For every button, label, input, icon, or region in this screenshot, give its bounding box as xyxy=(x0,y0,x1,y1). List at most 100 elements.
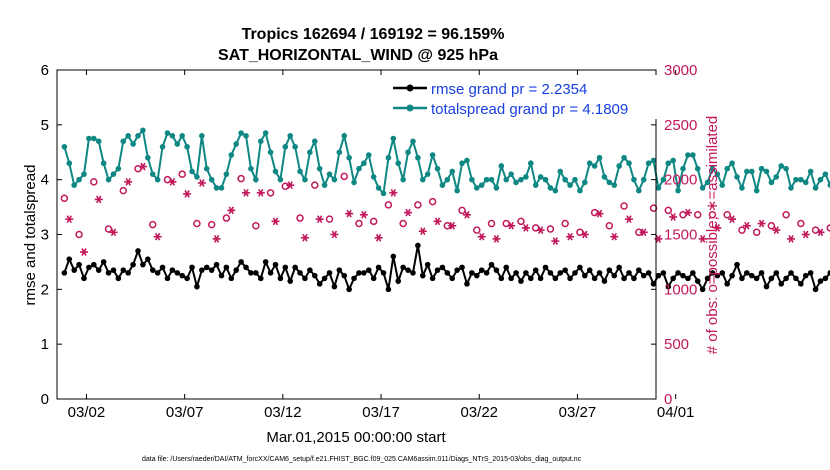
series-totalspread-point xyxy=(66,160,73,167)
series-totalspread-point xyxy=(616,163,622,169)
series-totalspread-point xyxy=(606,179,613,186)
series-rmse-point xyxy=(734,261,740,268)
series-rmse-point xyxy=(464,281,470,287)
obs-assimilated-marker xyxy=(728,215,737,224)
series-rmse-point xyxy=(748,272,755,279)
series-totalspread-point xyxy=(709,165,716,172)
series-totalspread-point xyxy=(194,174,200,180)
obs-assimilated-marker xyxy=(610,232,619,241)
series-rmse-point xyxy=(773,270,780,276)
series-rmse-point xyxy=(341,272,348,279)
series-rmse-point xyxy=(189,264,195,271)
series-rmse-point xyxy=(631,275,637,282)
asterisk-stroke xyxy=(420,227,426,236)
series-rmse-point xyxy=(356,270,362,276)
series-totalspread-point xyxy=(410,138,416,145)
series-totalspread-point xyxy=(748,168,755,175)
series-rmse-point xyxy=(370,275,377,282)
series-rmse-point xyxy=(675,270,681,276)
series-rmse-point xyxy=(385,286,392,293)
series-rmse-point xyxy=(709,270,716,276)
asterisk-stroke xyxy=(567,232,573,241)
series-rmse-point xyxy=(606,267,613,273)
asterisk-stroke xyxy=(523,224,529,232)
series-rmse-point xyxy=(645,270,652,276)
obs-possible-marker xyxy=(561,219,569,228)
series-rmse-point xyxy=(586,267,593,273)
series-totalspread-point xyxy=(503,176,510,183)
series-rmse-point xyxy=(650,281,657,287)
obs-possible-marker xyxy=(693,211,702,219)
series-rmse-point xyxy=(665,283,672,290)
series-rmse-point xyxy=(488,261,495,268)
legend-spread-label: totalspread grand pr = 4.1809 xyxy=(431,101,628,118)
series-totalspread-point xyxy=(783,165,789,172)
series-totalspread-point xyxy=(793,176,799,183)
series-totalspread-point xyxy=(802,179,809,186)
x-tick-label: 03/22 xyxy=(460,404,498,421)
series-totalspread-point xyxy=(110,171,117,177)
series-rmse-point xyxy=(238,259,244,265)
obs-possible-marker xyxy=(590,208,599,217)
obs-assimilated-marker xyxy=(197,179,206,187)
asterisk-stroke xyxy=(154,232,161,241)
series-rmse-point xyxy=(95,267,102,273)
obs-possible-marker xyxy=(281,182,290,190)
asterisk-stroke xyxy=(390,188,397,197)
obs-assimilated-marker xyxy=(404,208,413,217)
data-file-footer: data file: /Users/raeder/DAI/ATM_forcXX/… xyxy=(142,456,582,463)
series-rmse-point xyxy=(758,270,765,276)
series-totalspread-point xyxy=(582,179,588,186)
series-rmse-point xyxy=(444,270,451,276)
obs-assimilated-marker xyxy=(389,188,398,197)
obs-assimilated-marker xyxy=(521,224,530,232)
series-totalspread-point xyxy=(523,174,529,180)
series-totalspread-point xyxy=(439,182,446,188)
obs-possible-marker xyxy=(369,217,378,226)
asterisk-stroke xyxy=(213,235,220,243)
series-rmse-point xyxy=(562,267,568,273)
asterisk-stroke xyxy=(552,237,559,245)
asterisk-stroke xyxy=(125,177,131,186)
series-rmse-point xyxy=(601,278,608,284)
asterisk-stroke xyxy=(199,179,205,187)
series-totalspread-point xyxy=(179,133,186,139)
series-rmse-point xyxy=(272,261,279,268)
legend-spread-marker xyxy=(406,104,414,112)
series-totalspread-point xyxy=(464,157,470,164)
asterisk-stroke xyxy=(81,248,87,256)
obs-possible-marker xyxy=(473,226,481,234)
obs-assimilated-marker xyxy=(256,188,265,197)
series-totalspread-point xyxy=(253,176,259,183)
asterisk-stroke xyxy=(140,162,146,171)
asterisk-stroke xyxy=(346,209,352,218)
series-rmse-point xyxy=(326,270,333,276)
series-totalspread-point xyxy=(321,182,328,188)
series-totalspread-point xyxy=(449,168,456,175)
series-rmse-point xyxy=(513,270,519,276)
series-totalspread-point xyxy=(169,133,176,139)
series-totalspread-point xyxy=(685,152,691,158)
series-rmse-point xyxy=(827,270,830,276)
asterisk-stroke xyxy=(611,232,617,241)
series-rmse-point xyxy=(523,270,529,276)
series-totalspread-point xyxy=(665,160,672,167)
series-totalspread-point xyxy=(243,133,249,139)
series-totalspread-point xyxy=(513,179,519,186)
series-rmse-point xyxy=(690,270,696,276)
series-rmse-point xyxy=(307,267,313,273)
series-totalspread-point xyxy=(645,160,652,167)
series-totalspread-point xyxy=(326,171,333,177)
asterisk-stroke xyxy=(699,235,706,243)
asterisk-stroke xyxy=(670,213,676,221)
series-totalspread-point xyxy=(213,185,220,191)
x-axis-label: Mar.01,2015 00:00:00 start xyxy=(266,429,446,446)
series-totalspread-point xyxy=(390,135,397,142)
series-totalspread-point xyxy=(734,174,740,180)
asterisk-stroke xyxy=(758,219,765,228)
obs-possible-marker xyxy=(90,178,98,186)
y-axis-right-label: # of obs: o=possible; ∗=assimilated xyxy=(704,116,721,355)
y-left-tick-label: 5 xyxy=(41,117,49,134)
series-rmse-point xyxy=(346,286,352,293)
series-rmse-point xyxy=(282,264,289,271)
